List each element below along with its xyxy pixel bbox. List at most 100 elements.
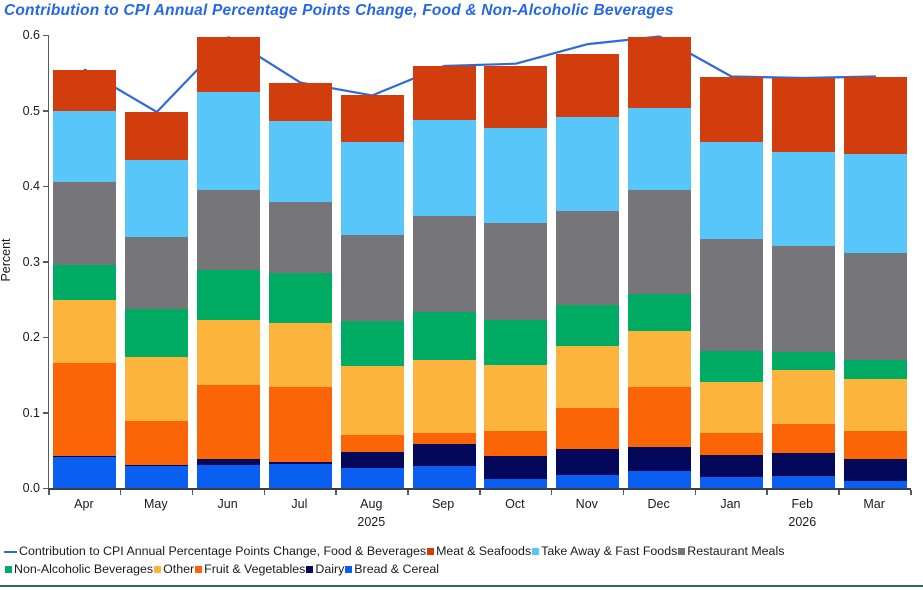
legend-line-swatch-icon	[4, 550, 17, 553]
x-tick-mark	[910, 490, 912, 495]
bar-segment-restaurant-meals	[268, 201, 332, 273]
y-tick-label-0.2: 0.2	[22, 330, 40, 344]
bar-segment-dairy	[843, 458, 907, 482]
y-tick-label-0.3: 0.3	[22, 254, 40, 269]
bar-segment-non-alcoholic-beverages	[125, 309, 189, 357]
bar-segment-non-alcoholic-beverages	[412, 312, 476, 360]
legend-label: Meat & Seafoods	[436, 544, 532, 558]
legend-item-other: Other	[153, 561, 194, 579]
bar-segment-restaurant-meals	[340, 235, 404, 322]
bar-segment-dairy	[412, 443, 476, 467]
bar-segment-meat-seafoods	[340, 95, 404, 142]
bar-segment-fruit-vegetables	[628, 386, 692, 448]
y-tick-label-0.6: 0.6	[22, 28, 40, 42]
bar-segment-bread-cereal	[412, 466, 476, 488]
bar-segment-take-away-fast-foods	[340, 141, 404, 236]
x-tick-mark	[48, 490, 50, 495]
bar-segment-meat-seafoods	[556, 53, 620, 117]
bar-segment-dairy	[771, 453, 835, 476]
bar-segment-restaurant-meals	[412, 216, 476, 313]
legend-item-non-alcoholic-beverages: Non-Alcoholic Beverages	[4, 561, 153, 579]
legend-square-swatch-icon	[154, 565, 162, 573]
x-tick-label-nov: Nov	[575, 497, 598, 511]
bar-segment-non-alcoholic-beverages	[484, 320, 548, 365]
bar-segment-bread-cereal	[340, 467, 404, 488]
bar-segment-bread-cereal	[268, 463, 332, 488]
x-tick-mark	[335, 490, 337, 495]
bar-segment-meat-seafoods	[53, 69, 117, 111]
y-tick-label-0.1: 0.1	[22, 405, 40, 420]
x-tick-label-aug: Aug	[360, 497, 383, 511]
legend-row: Non-Alcoholic Beverages Other Fruit & Vege…	[4, 561, 920, 579]
bar-segment-other	[125, 356, 189, 421]
bar-segment-dairy	[268, 462, 332, 464]
bar-segment-take-away-fast-foods	[484, 127, 548, 223]
x-tick-label-feb: Feb	[791, 497, 814, 511]
bar-segment-take-away-fast-foods	[843, 153, 907, 254]
x-tick-label-may: May	[143, 497, 168, 511]
bar-segment-restaurant-meals	[53, 182, 117, 266]
legend-label: Take Away & Fast Foods	[541, 544, 678, 558]
bar-segment-take-away-fast-foods	[556, 116, 620, 211]
bar-segment-take-away-fast-foods	[53, 110, 117, 183]
legend-square-swatch-icon	[532, 548, 540, 556]
y-tick-mark	[43, 185, 48, 187]
bar-segment-bread-cereal	[125, 466, 189, 488]
bar-segment-non-alcoholic-beverages	[628, 294, 692, 331]
x-tick-mark	[550, 490, 553, 495]
bar-segment-other	[484, 364, 548, 431]
y-tick-mark	[43, 487, 48, 489]
x-tick-mark	[694, 490, 696, 495]
bar-segment-non-alcoholic-beverages	[53, 265, 117, 300]
legend-square-swatch-icon	[345, 565, 353, 573]
legend-item-bread-cereal: Bread & Cereal	[344, 561, 439, 579]
bar-segment-other	[628, 330, 692, 387]
legend-item-fruit-vegetables: Fruit & Vegetables	[194, 561, 305, 579]
bar-segment-other	[699, 382, 763, 433]
bar-segment-fruit-vegetables	[268, 386, 332, 463]
legend-square-swatch-icon	[678, 548, 686, 556]
bar-segment-other	[843, 379, 907, 431]
x-tick-mark	[766, 490, 768, 495]
bar-segment-restaurant-meals	[843, 253, 907, 361]
x-year-label-2026: 2026	[788, 515, 817, 529]
bar-segment-take-away-fast-foods	[268, 121, 332, 202]
bar-segment-meat-seafoods	[628, 36, 692, 108]
bar-segment-bread-cereal	[197, 464, 261, 488]
bar-segment-bread-cereal	[53, 457, 117, 488]
plot-area	[48, 35, 911, 490]
bar-segment-other	[556, 346, 620, 408]
legend-row: Contribution to CPI Annual Percentage Po…	[4, 543, 920, 561]
bar-segment-other	[340, 366, 404, 436]
legend-item-dairy: Dairy	[305, 561, 344, 579]
bar-segment-fruit-vegetables	[53, 362, 117, 457]
bar-segment-non-alcoholic-beverages	[268, 272, 332, 323]
legend-square-swatch-icon	[5, 565, 12, 573]
bar-segment-fruit-vegetables	[197, 384, 261, 460]
y-tick-mark	[43, 261, 48, 263]
bar-segment-fruit-vegetables	[125, 420, 189, 466]
bottom-divider	[0, 585, 923, 587]
bar-segment-dairy	[699, 454, 763, 477]
bar-segment-meat-seafoods	[412, 65, 476, 121]
x-tick-mark	[622, 490, 625, 495]
bar-segment-non-alcoholic-beverages	[699, 351, 763, 383]
bar-segment-fruit-vegetables	[843, 430, 907, 459]
bar-segment-restaurant-meals	[484, 223, 548, 321]
bar-segment-other	[197, 320, 261, 385]
bar-segment-dairy	[484, 456, 548, 479]
bar-segment-restaurant-meals	[628, 189, 692, 294]
bar-segment-take-away-fast-foods	[197, 91, 261, 190]
bar-segment-dairy	[628, 447, 692, 471]
bar-segment-non-alcoholic-beverages	[197, 269, 261, 321]
bar-segment-meat-seafoods	[125, 112, 189, 161]
x-tick-label-dec: Dec	[647, 497, 670, 511]
bar-segment-take-away-fast-foods	[412, 120, 476, 217]
bar-segment-bread-cereal	[484, 478, 548, 488]
x-tick-mark	[119, 490, 122, 495]
bar-segment-take-away-fast-foods	[125, 160, 189, 238]
bar-segment-fruit-vegetables	[484, 430, 548, 457]
bar-segment-restaurant-meals	[125, 237, 189, 310]
bar-segment-meat-seafoods	[197, 37, 261, 92]
bar-segment-fruit-vegetables	[556, 407, 620, 449]
